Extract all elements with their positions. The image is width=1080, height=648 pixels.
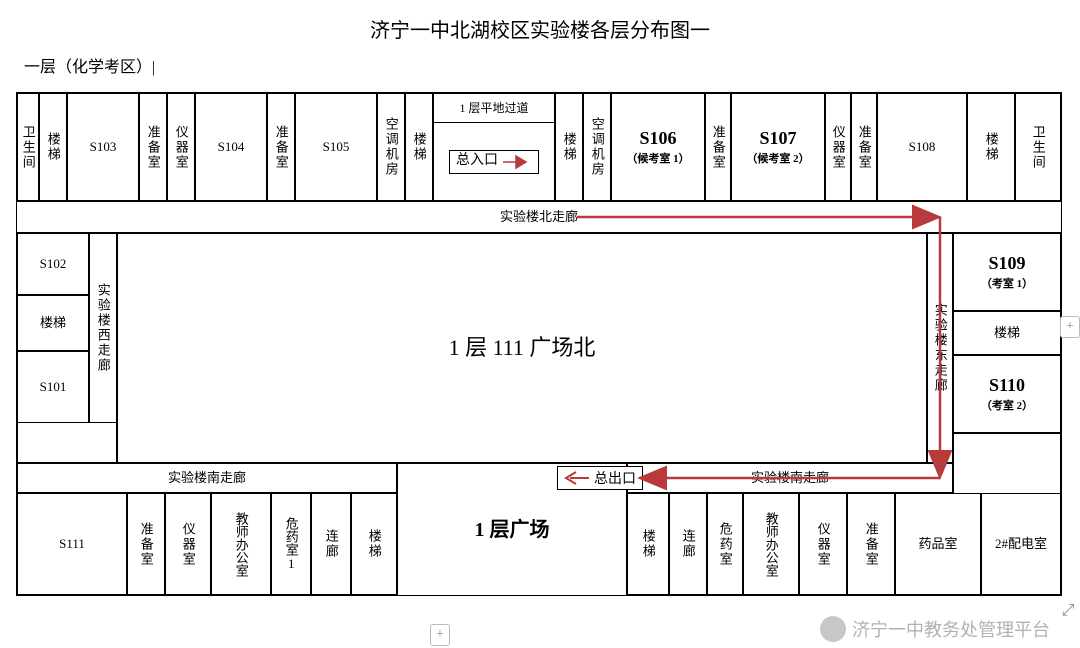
- blank-left: [17, 423, 117, 463]
- room-s110: S110 （考室 2）: [953, 355, 1061, 433]
- room-s106: S106 （候考室 1）: [611, 93, 705, 201]
- room-prep-2: 准备室: [267, 93, 295, 201]
- room-ac-1: 空调机房: [377, 93, 405, 201]
- room-link-br: 连廊: [669, 493, 707, 595]
- room-stairs-2: 楼梯: [405, 93, 433, 201]
- floor-plan: 卫生间 楼梯 S103 准备室 仪器室 S104 准备室 S105 空调机房 楼…: [16, 92, 1062, 596]
- handle-bottom[interactable]: +: [430, 624, 450, 646]
- room-stairs-b1: 楼梯: [351, 493, 397, 595]
- room-office-br: 教师办公室: [743, 493, 799, 595]
- corridor-south-left: 实验楼南走廊: [17, 463, 397, 493]
- subtitle: 一层（化学考区）|: [24, 53, 1070, 77]
- room-instrument-2: 仪器室: [825, 93, 851, 201]
- room-s102: S102: [17, 233, 89, 295]
- corridor-west: 实验楼西走廊: [89, 233, 117, 423]
- watermark: 济宁一中教务处管理平台: [820, 616, 1050, 642]
- room-danger-br: 危药室: [707, 493, 743, 595]
- handle-expand[interactable]: ⤢: [1058, 600, 1078, 622]
- room-prep-3: 准备室: [705, 93, 731, 201]
- room-s111: S111: [17, 493, 127, 595]
- room-ac-2: 空调机房: [583, 93, 611, 201]
- watermark-text: 济宁一中教务处管理平台: [852, 616, 1050, 642]
- room-link-b1: 连廊: [311, 493, 351, 595]
- room-s104: S104: [195, 93, 267, 201]
- corridor-south-right: 实验楼南走廊: [627, 463, 953, 493]
- s110-label: S110: [989, 375, 1025, 397]
- room-stairs-left: 楼梯: [17, 295, 89, 351]
- s106-sub: （候考室 1）: [626, 153, 689, 166]
- room-medicine: 药品室: [895, 493, 981, 595]
- room-s108: S108: [877, 93, 967, 201]
- room-s109: S109 （考室 1）: [953, 233, 1061, 311]
- entrance-button: 总入口: [449, 150, 539, 174]
- exit-button: 总出口: [557, 466, 643, 490]
- room-office-b1: 教师办公室: [211, 493, 271, 595]
- watermark-icon: [820, 616, 846, 642]
- room-danger-b1: 危药室1: [271, 493, 311, 595]
- room-prep-br: 准备室: [847, 493, 895, 595]
- s107-sub: （候考室 2）: [746, 153, 809, 166]
- s107-label: S107: [759, 128, 796, 150]
- room-s107: S107 （候考室 2）: [731, 93, 825, 201]
- room-s105: S105: [295, 93, 377, 201]
- room-stairs-br: 楼梯: [627, 493, 669, 595]
- entrance-label: 总入口: [456, 153, 498, 170]
- page-title: 济宁一中北湖校区实验楼各层分布图一: [10, 14, 1070, 43]
- s109-sub: （考室 1）: [981, 278, 1033, 291]
- arrow-left-icon: [564, 470, 590, 486]
- plaza-north: 1 层 111 广场北: [117, 233, 927, 463]
- corridor-north: 实验楼北走廊: [17, 201, 1061, 233]
- room-stairs-3: 楼梯: [555, 93, 583, 201]
- room-stairs-1: 楼梯: [39, 93, 67, 201]
- blank-right: [953, 433, 1061, 493]
- arrow-right-icon: [502, 153, 532, 171]
- room-prep-4: 准备室: [851, 93, 877, 201]
- room-s103: S103: [67, 93, 139, 201]
- corridor-east: 实验楼东走廊: [927, 233, 953, 463]
- room-stairs-right: 楼梯: [953, 311, 1061, 355]
- room-prep-1: 准备室: [139, 93, 167, 201]
- room-instrument-b1: 仪器室: [165, 493, 211, 595]
- passage-label: 1 层平地过道: [433, 93, 555, 123]
- room-s101: S101: [17, 351, 89, 423]
- room-toilet-left: 卫生间: [17, 93, 39, 201]
- handle-right[interactable]: +: [1060, 316, 1080, 338]
- room-instrument-1: 仪器室: [167, 93, 195, 201]
- s106-label: S106: [639, 128, 676, 150]
- entrance-area: 总入口: [433, 123, 555, 201]
- room-power: 2#配电室: [981, 493, 1061, 595]
- room-toilet-right: 卫生间: [1015, 93, 1061, 201]
- room-prep-b1: 准备室: [127, 493, 165, 595]
- room-stairs-4: 楼梯: [967, 93, 1015, 201]
- s110-sub: （考室 2）: [981, 400, 1033, 413]
- exit-label: 总出口: [594, 468, 636, 488]
- room-instrument-br: 仪器室: [799, 493, 847, 595]
- s109-label: S109: [988, 253, 1025, 275]
